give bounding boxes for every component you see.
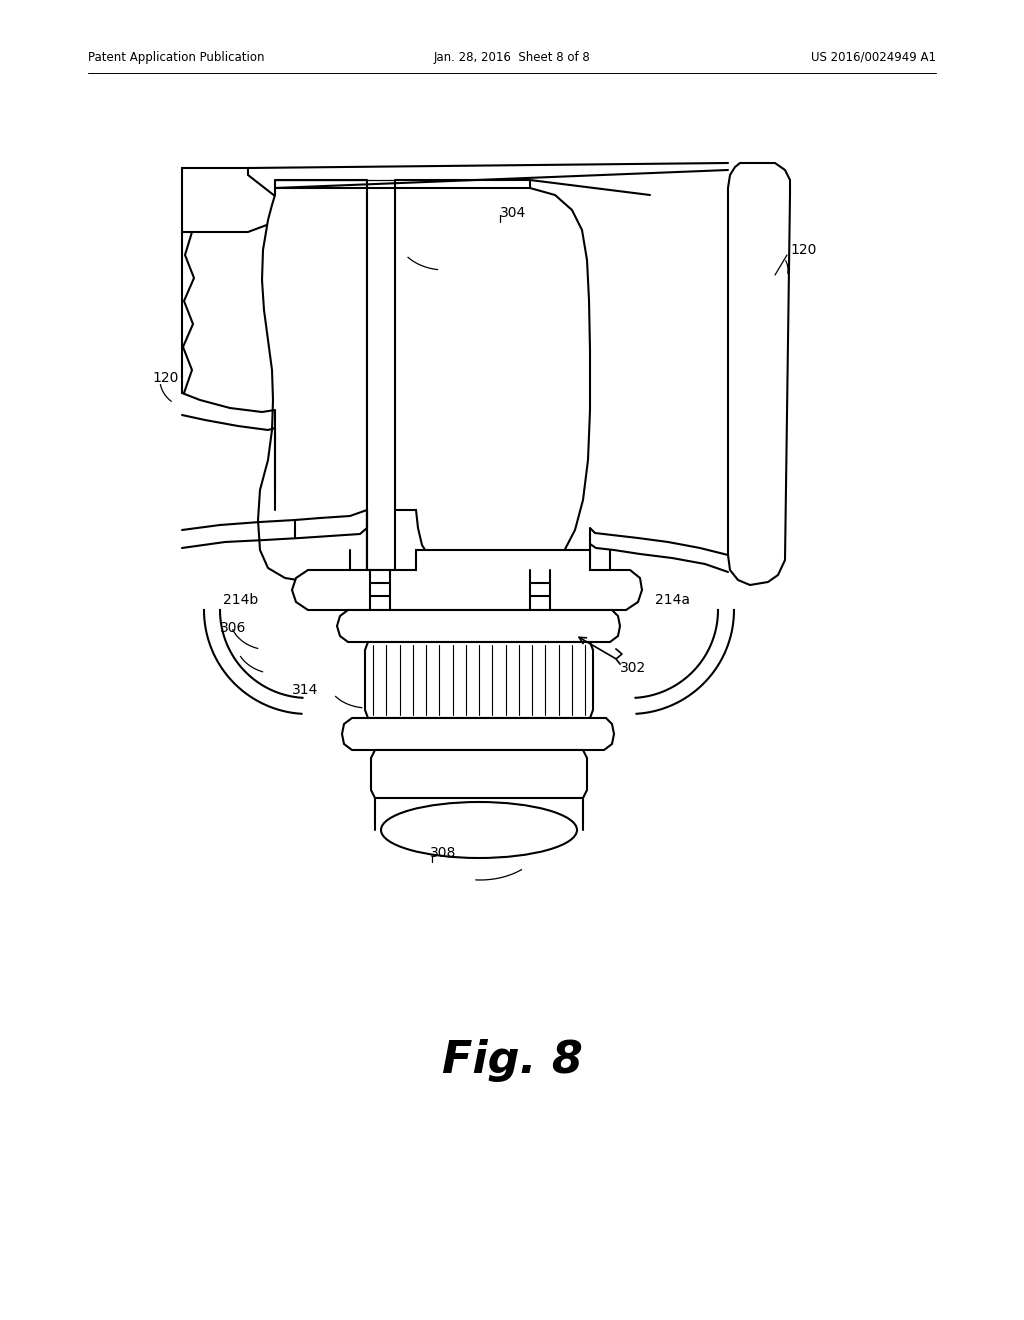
Text: Jan. 28, 2016  Sheet 8 of 8: Jan. 28, 2016 Sheet 8 of 8 [433, 50, 591, 63]
Ellipse shape [381, 803, 577, 858]
Polygon shape [365, 642, 593, 718]
Polygon shape [292, 550, 642, 610]
Text: 120: 120 [790, 243, 816, 257]
Polygon shape [258, 187, 367, 582]
Text: 314: 314 [292, 682, 318, 697]
Text: 214b: 214b [223, 593, 258, 607]
Polygon shape [367, 187, 395, 570]
Polygon shape [371, 750, 587, 799]
Text: 214a: 214a [655, 593, 690, 607]
Text: Patent Application Publication: Patent Application Publication [88, 50, 264, 63]
Text: 304: 304 [500, 206, 526, 220]
Polygon shape [395, 187, 590, 576]
Text: 308: 308 [430, 846, 457, 861]
Text: US 2016/0024949 A1: US 2016/0024949 A1 [811, 50, 936, 63]
Text: Fig. 8: Fig. 8 [441, 1039, 583, 1081]
Text: 306: 306 [220, 620, 247, 635]
Text: 302: 302 [620, 661, 646, 675]
Polygon shape [182, 168, 280, 232]
Polygon shape [728, 162, 790, 585]
Text: 120: 120 [152, 371, 178, 385]
Polygon shape [342, 718, 614, 750]
Polygon shape [337, 610, 620, 642]
